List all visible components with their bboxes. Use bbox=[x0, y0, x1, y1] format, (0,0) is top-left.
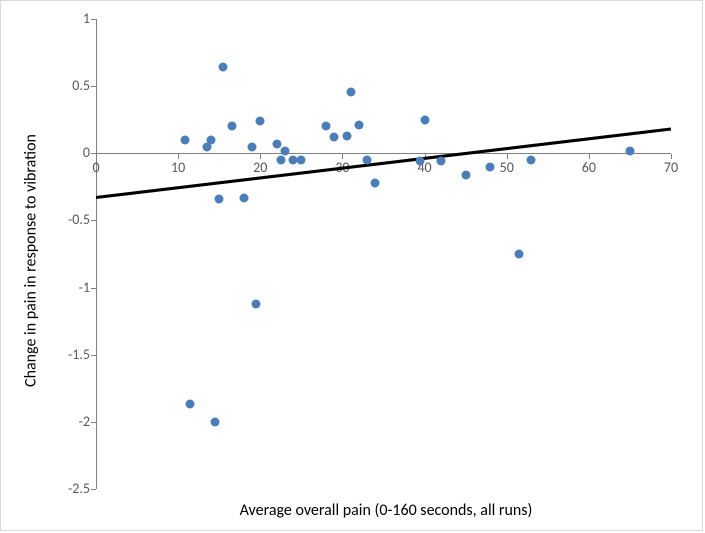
y-tick bbox=[91, 86, 96, 87]
scatter-point bbox=[280, 146, 289, 155]
scatter-point bbox=[272, 139, 281, 148]
x-tick-label: 60 bbox=[582, 159, 596, 176]
scatter-point bbox=[276, 156, 285, 165]
y-axis-title: Change in pain in response to vibration bbox=[22, 61, 41, 461]
y-tick-label: -2.5 bbox=[46, 480, 90, 497]
x-tick-label: 10 bbox=[171, 159, 185, 176]
scatter-point bbox=[186, 400, 195, 409]
x-axis-title: Average overall pain (0-160 seconds, all… bbox=[171, 501, 601, 520]
scatter-point bbox=[207, 135, 216, 144]
y-tick-label: -1 bbox=[46, 279, 90, 296]
y-tick bbox=[91, 220, 96, 221]
x-tick-label: 20 bbox=[253, 159, 267, 176]
y-tick-label: 0.5 bbox=[46, 77, 90, 94]
scatter-point bbox=[180, 135, 189, 144]
scatter-point bbox=[211, 417, 220, 426]
x-tick-label: 50 bbox=[500, 159, 514, 176]
x-tick-label: 0 bbox=[92, 159, 99, 176]
chart-frame: Change in pain in response to vibration … bbox=[0, 0, 703, 531]
y-tick bbox=[91, 422, 96, 423]
scatter-point bbox=[461, 170, 470, 179]
scatter-point bbox=[371, 178, 380, 187]
plot-area: 010203040506070-2.5-2-1.5-1-0.500.51 bbox=[96, 19, 671, 489]
y-axis-line bbox=[96, 19, 97, 489]
scatter-point bbox=[420, 115, 429, 124]
scatter-point bbox=[219, 63, 228, 72]
scatter-point bbox=[486, 162, 495, 171]
scatter-point bbox=[416, 157, 425, 166]
y-tick-label: 0 bbox=[46, 144, 90, 161]
y-tick-label: -1.5 bbox=[46, 346, 90, 363]
y-tick bbox=[91, 355, 96, 356]
scatter-point bbox=[346, 87, 355, 96]
scatter-point bbox=[248, 142, 257, 151]
scatter-point bbox=[354, 121, 363, 130]
y-tick-label: -0.5 bbox=[46, 211, 90, 228]
scatter-point bbox=[215, 194, 224, 203]
scatter-point bbox=[625, 146, 634, 155]
y-tick bbox=[91, 489, 96, 490]
y-tick-label: -2 bbox=[46, 413, 90, 430]
scatter-point bbox=[252, 299, 261, 308]
y-tick bbox=[91, 288, 96, 289]
scatter-point bbox=[297, 156, 306, 165]
y-tick bbox=[91, 19, 96, 20]
scatter-point bbox=[363, 156, 372, 165]
scatter-point bbox=[437, 157, 446, 166]
scatter-point bbox=[527, 156, 536, 165]
scatter-point bbox=[227, 122, 236, 131]
y-tick bbox=[91, 153, 96, 154]
scatter-point bbox=[515, 250, 524, 259]
scatter-point bbox=[256, 117, 265, 126]
x-axis-line bbox=[96, 153, 671, 154]
scatter-point bbox=[239, 193, 248, 202]
scatter-point bbox=[322, 122, 331, 131]
y-tick-label: 1 bbox=[46, 10, 90, 27]
scatter-point bbox=[330, 133, 339, 142]
scatter-point bbox=[342, 131, 351, 140]
x-tick-label: 70 bbox=[664, 159, 678, 176]
